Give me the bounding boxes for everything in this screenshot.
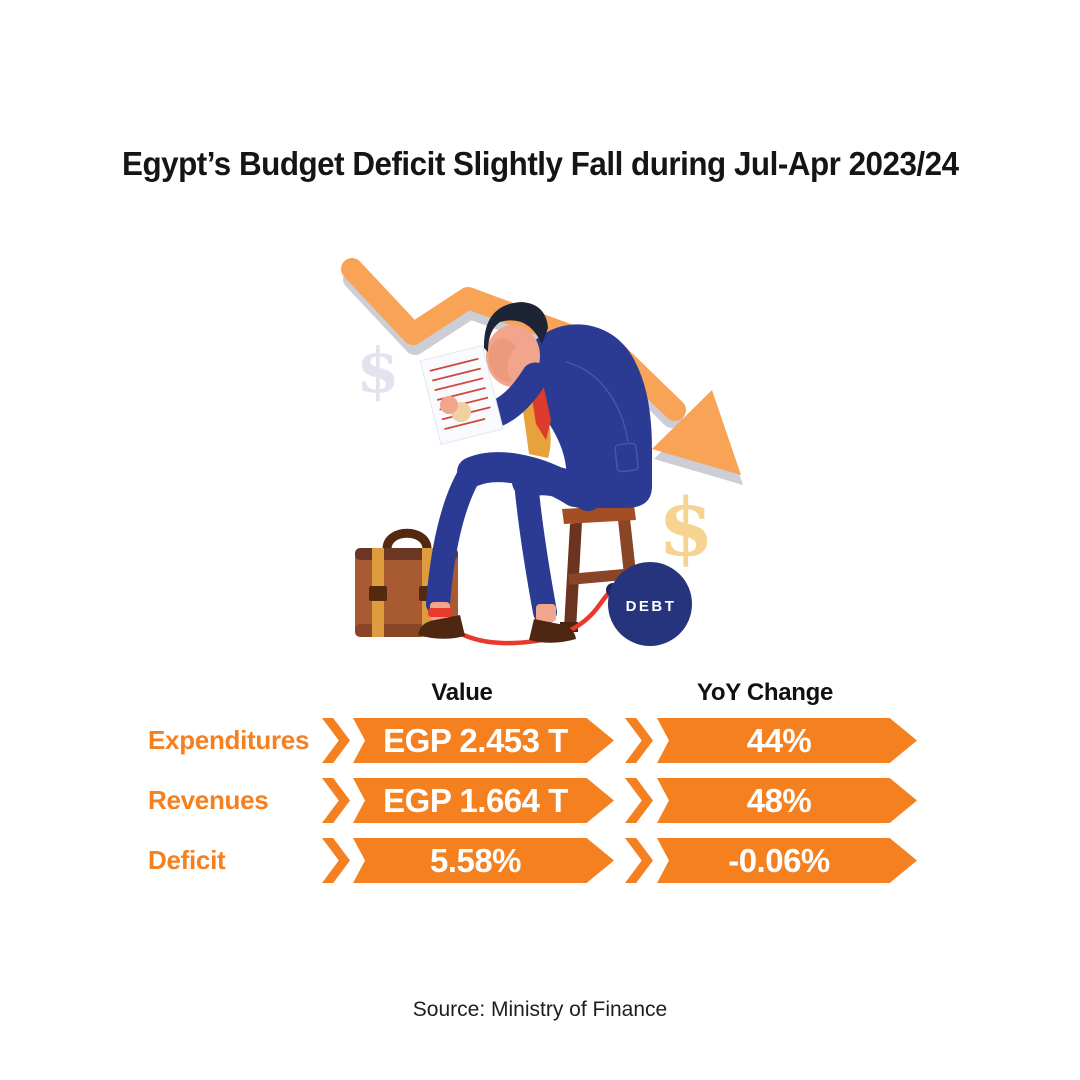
budget-deficit-illustration: $ $ DEBT [341, 258, 743, 646]
yoy-banner-deficit: -0.06% [657, 838, 917, 883]
right-ankle [536, 604, 556, 622]
page-title-text: Egypt’s Budget Deficit Slightly Fall dur… [121, 145, 959, 182]
gripping-hand [440, 396, 458, 414]
column-header-yoy-change: YoY Change [696, 679, 834, 706]
suit-seam [565, 361, 629, 443]
dollar-sign-right-icon: $ [658, 480, 714, 574]
debt-ball [608, 562, 692, 646]
document-paper [419, 344, 504, 445]
table-row: Expenditures EGP 2.453 T 44% [0, 718, 1080, 763]
dollar-sign-left-icon: $ [356, 334, 399, 407]
yoy-banner-revenues: 48% [657, 778, 917, 823]
column-header-value: Value [431, 679, 493, 706]
value-banner-deficit: 5.58% [353, 838, 614, 883]
table-row: Deficit 5.58% -0.06% [0, 838, 1080, 883]
chevron-icon [322, 718, 350, 763]
chevron-icon [625, 838, 653, 883]
debt-label: DEBT [626, 598, 677, 615]
chevron-icon [625, 718, 653, 763]
value-banner-expenditures: EGP 2.453 T [353, 718, 614, 763]
left-shoe [418, 615, 465, 639]
businessman [418, 302, 652, 643]
row-label-deficit: Deficit [148, 845, 226, 875]
row-label-revenues: Revenues [148, 785, 269, 815]
hair [483, 302, 548, 352]
source-attribution: Source: Ministry of Finance [412, 998, 668, 1021]
chevron-icon [625, 778, 653, 823]
chevron-icon [322, 838, 350, 883]
table-row: Revenues EGP 1.664 T 48% [0, 778, 1080, 823]
page-title: Egypt’s Budget Deficit Slightly Fall dur… [0, 145, 1080, 183]
ankle-shackle [428, 608, 452, 617]
row-label-expenditures: Expenditures [148, 725, 310, 755]
suit-torso [520, 324, 652, 508]
suit-pocket [614, 442, 639, 473]
yoy-banner-expenditures: 44% [657, 718, 917, 763]
chevron-icon [322, 778, 350, 823]
value-banner-revenues: EGP 1.664 T [353, 778, 614, 823]
right-shoe [529, 619, 576, 643]
